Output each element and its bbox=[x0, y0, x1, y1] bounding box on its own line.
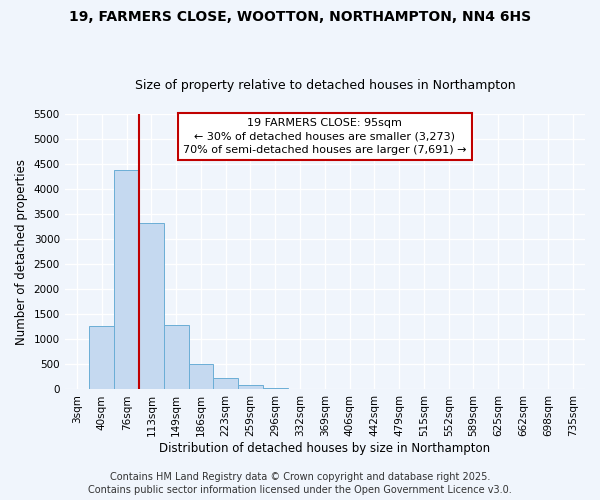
Bar bbox=[263, 388, 287, 390]
Bar bbox=[114, 170, 139, 390]
Text: Contains HM Land Registry data © Crown copyright and database right 2025.
Contai: Contains HM Land Registry data © Crown c… bbox=[88, 472, 512, 495]
Bar bbox=[89, 326, 114, 390]
Text: 19 FARMERS CLOSE: 95sqm
← 30% of detached houses are smaller (3,273)
70% of semi: 19 FARMERS CLOSE: 95sqm ← 30% of detache… bbox=[183, 118, 467, 154]
Bar bbox=[238, 386, 263, 390]
X-axis label: Distribution of detached houses by size in Northampton: Distribution of detached houses by size … bbox=[159, 442, 490, 455]
Bar bbox=[188, 364, 214, 390]
Bar bbox=[139, 223, 164, 390]
Text: 19, FARMERS CLOSE, WOOTTON, NORTHAMPTON, NN4 6HS: 19, FARMERS CLOSE, WOOTTON, NORTHAMPTON,… bbox=[69, 10, 531, 24]
Y-axis label: Number of detached properties: Number of detached properties bbox=[15, 158, 28, 344]
Title: Size of property relative to detached houses in Northampton: Size of property relative to detached ho… bbox=[134, 79, 515, 92]
Bar bbox=[214, 378, 238, 390]
Bar bbox=[164, 326, 188, 390]
